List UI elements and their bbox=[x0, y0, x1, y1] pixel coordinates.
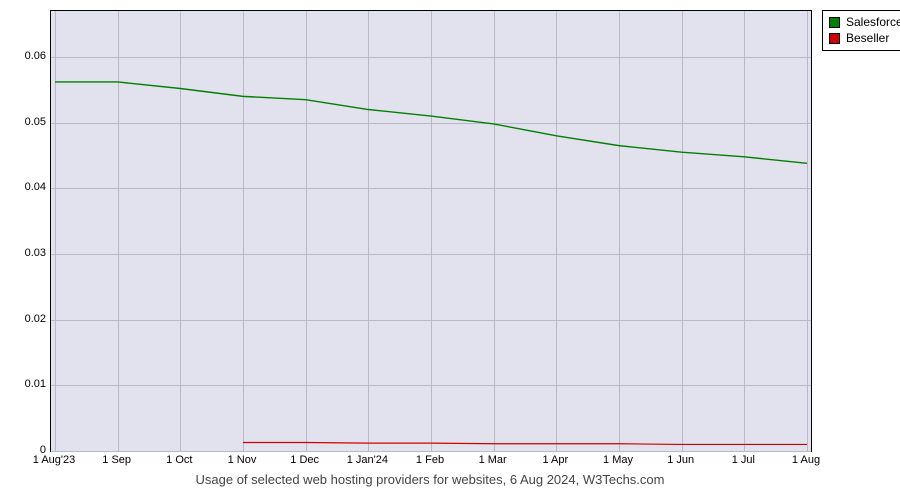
legend-swatch bbox=[829, 17, 840, 28]
legend-swatch bbox=[829, 33, 840, 44]
grid-line-horizontal bbox=[51, 451, 811, 452]
series-line-beseller bbox=[243, 442, 807, 444]
legend-item: Salesforce bbox=[829, 15, 900, 31]
chart-caption: Usage of selected web hosting providers … bbox=[50, 472, 810, 487]
x-tick-label: 1 Oct bbox=[166, 454, 192, 466]
x-tick-label: 1 Nov bbox=[228, 454, 257, 466]
x-tick-label: 1 Jul bbox=[732, 454, 755, 466]
x-tick-label: 1 Dec bbox=[290, 454, 319, 466]
y-tick-label: 0.02 bbox=[6, 313, 46, 325]
x-tick-label: 1 Aug bbox=[792, 454, 820, 466]
y-tick-label: 0.04 bbox=[6, 181, 46, 193]
x-tick-label: 1 Apr bbox=[542, 454, 568, 466]
x-tick-label: 1 Mar bbox=[479, 454, 507, 466]
x-tick-label: 1 May bbox=[603, 454, 633, 466]
x-tick-label: 1 Jun bbox=[667, 454, 694, 466]
x-tick-label: 1 Jan'24 bbox=[347, 454, 388, 466]
legend-label: Beseller bbox=[846, 31, 889, 47]
x-tick-label: 1 Feb bbox=[416, 454, 444, 466]
legend-label: Salesforce bbox=[846, 15, 900, 31]
legend-item: Beseller bbox=[829, 31, 900, 47]
series-line-salesforce bbox=[55, 82, 807, 163]
x-tick-label: 1 Sep bbox=[102, 454, 131, 466]
y-tick-label: 0.03 bbox=[6, 247, 46, 259]
chart-container: SalesforceBeseller Usage of selected web… bbox=[0, 0, 900, 500]
legend: SalesforceBeseller bbox=[822, 10, 900, 51]
y-tick-label: 0.01 bbox=[6, 378, 46, 390]
y-tick-label: 0.05 bbox=[6, 116, 46, 128]
y-tick-label: 0.06 bbox=[6, 50, 46, 62]
series-layer bbox=[51, 11, 811, 451]
y-tick-label: 0 bbox=[6, 444, 46, 456]
plot-area bbox=[50, 10, 812, 452]
